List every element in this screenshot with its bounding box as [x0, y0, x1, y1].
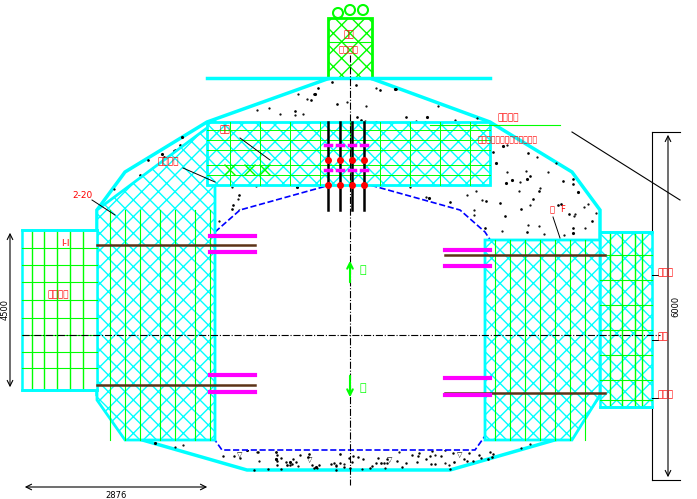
- Bar: [600, 232, 652, 407]
- Polygon shape: [97, 55, 600, 470]
- Polygon shape: [328, 18, 372, 78]
- Text: I-I: I-I: [61, 239, 69, 248]
- Text: 泡道: 泡道: [344, 30, 354, 39]
- Text: F: F: [560, 206, 565, 215]
- Text: ▽: ▽: [447, 212, 452, 218]
- Text: ▽: ▽: [307, 457, 313, 463]
- Text: ▽: ▽: [292, 212, 298, 218]
- Text: 南: 南: [360, 383, 367, 393]
- Text: 三角架: 三角架: [658, 391, 674, 400]
- Polygon shape: [197, 185, 500, 450]
- Text: ▽: ▽: [537, 347, 543, 353]
- Polygon shape: [97, 122, 215, 440]
- Text: ▽: ▽: [147, 347, 153, 353]
- Polygon shape: [485, 240, 600, 440]
- Bar: [22, 230, 97, 390]
- Text: ▽: ▽: [153, 427, 158, 433]
- Text: ▽: ▽: [542, 427, 548, 433]
- Polygon shape: [207, 122, 490, 185]
- Text: 走道板: 走道板: [658, 268, 674, 277]
- Text: ▽: ▽: [457, 452, 463, 458]
- Text: 护栏: 护栏: [658, 332, 668, 341]
- Text: 充气与拆除旧版各动机平台用: 充气与拆除旧版各动机平台用: [478, 136, 538, 145]
- Text: 北: 北: [360, 265, 367, 275]
- Text: ▽: ▽: [243, 212, 247, 218]
- Text: ▽: ▽: [237, 452, 243, 458]
- Text: 2-20: 2-20: [72, 191, 92, 200]
- Text: 扶栏: 扶栏: [220, 126, 231, 135]
- Text: 工作平台: 工作平台: [158, 158, 178, 167]
- Text: ▽: ▽: [402, 212, 408, 218]
- Text: ▽: ▽: [147, 267, 153, 273]
- Text: ▽: ▽: [388, 457, 392, 463]
- Text: 4500: 4500: [1, 299, 10, 320]
- Text: 工作平台: 工作平台: [497, 113, 519, 122]
- Text: ▽: ▽: [537, 267, 543, 273]
- Text: 6000: 6000: [671, 295, 680, 316]
- Text: 2876: 2876: [105, 491, 127, 499]
- Text: 护: 护: [549, 206, 555, 215]
- Text: 中部平台: 中部平台: [47, 290, 69, 299]
- Text: 过孔坐板: 过孔坐板: [339, 45, 359, 54]
